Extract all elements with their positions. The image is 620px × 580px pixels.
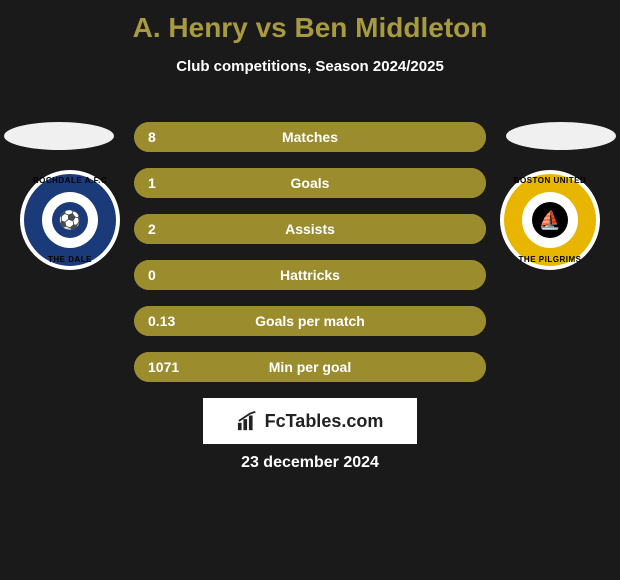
stat-label: Goals per match (134, 313, 486, 329)
stat-row: 1Goals (134, 168, 486, 198)
stat-row: 0.13Goals per match (134, 306, 486, 336)
stat-row: 1071Min per goal (134, 352, 486, 382)
stat-row: 0Hattricks (134, 260, 486, 290)
club-right-text-bottom: THE PILGRIMS (500, 255, 600, 264)
branding-badge: FcTables.com (203, 398, 417, 444)
stat-label: Matches (134, 129, 486, 145)
club-right-symbol: ⛵ (539, 210, 561, 231)
club-right-center: ⛵ (532, 202, 568, 238)
player2-avatar-placeholder (506, 122, 616, 150)
player1-name: A. Henry (133, 12, 248, 43)
club-left-symbol: ⚽ (59, 210, 81, 231)
club-left-text-top: ROCHDALE A.F.C (20, 176, 120, 185)
stat-row: 2Assists (134, 214, 486, 244)
branding-text: FcTables.com (265, 411, 384, 432)
stat-label: Assists (134, 221, 486, 237)
stat-label: Goals (134, 175, 486, 191)
chart-icon (237, 411, 259, 431)
club-right-text-top: BOSTON UNITED (500, 176, 600, 185)
stat-label: Min per goal (134, 359, 486, 375)
vs-text: vs (256, 12, 287, 43)
player1-avatar-placeholder (4, 122, 114, 150)
player2-name: Ben Middleton (295, 12, 488, 43)
page-title: A. Henry vs Ben Middleton (0, 0, 620, 44)
stat-label: Hattricks (134, 267, 486, 283)
club-logo-left: ROCHDALE A.F.C ⚽ THE DALE (20, 170, 120, 270)
club-left-center: ⚽ (52, 202, 88, 238)
club-logo-right: BOSTON UNITED ⛵ THE PILGRIMS (500, 170, 600, 270)
club-left-text-bottom: THE DALE (20, 255, 120, 264)
date-text: 23 december 2024 (0, 454, 620, 472)
subtitle: Club competitions, Season 2024/2025 (0, 58, 620, 75)
stat-row: 8Matches (134, 122, 486, 152)
stats-container: 8Matches 1Goals 2Assists 0Hattricks 0.13Goal… (134, 122, 486, 398)
